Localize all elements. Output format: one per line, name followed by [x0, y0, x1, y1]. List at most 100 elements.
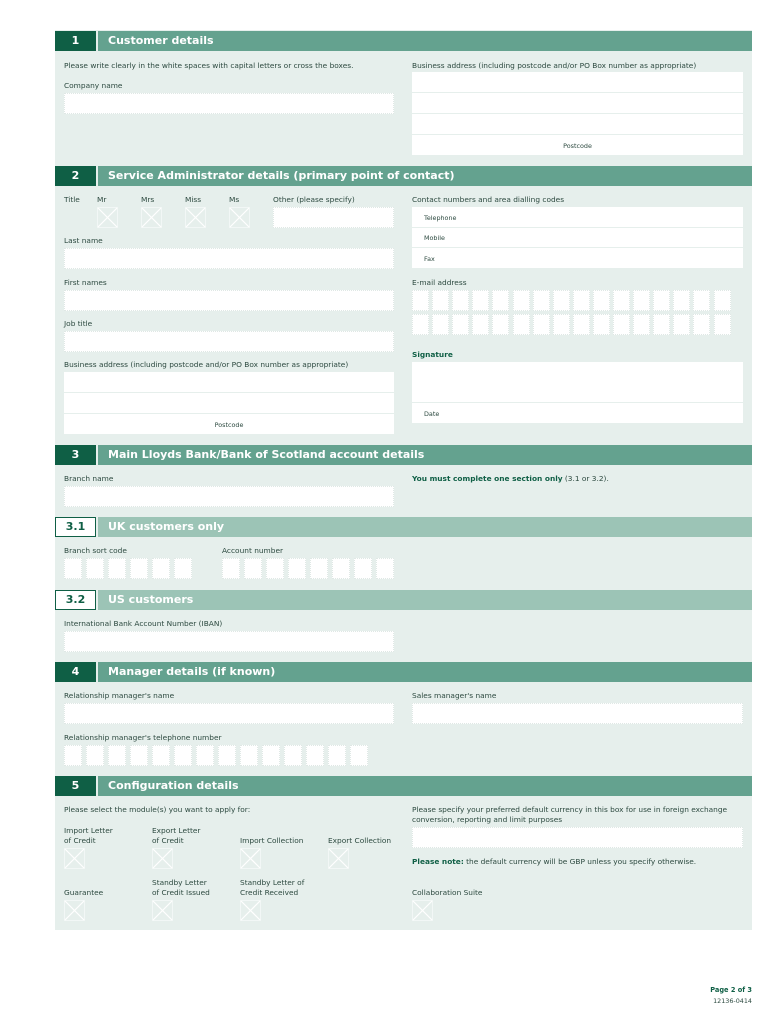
module-checkbox-3[interactable] — [328, 848, 349, 869]
telephone-input[interactable]: Telephone — [412, 207, 743, 228]
email-char-box[interactable] — [673, 314, 691, 335]
title-label: Title — [64, 195, 80, 204]
rm-phone-box[interactable] — [218, 745, 236, 766]
email-char-box[interactable] — [432, 290, 450, 311]
email-char-box[interactable] — [452, 314, 470, 335]
module-checkbox-2[interactable] — [240, 848, 261, 869]
module-checkbox-1[interactable] — [152, 848, 173, 869]
rm-phone-box[interactable] — [130, 745, 148, 766]
module-checkbox-6[interactable] — [240, 900, 261, 921]
account-number-box[interactable] — [288, 558, 306, 579]
last-name-input[interactable] — [64, 248, 394, 269]
email-char-box[interactable] — [713, 290, 731, 311]
email-char-box[interactable] — [452, 290, 470, 311]
module-checkbox-4[interactable] — [64, 900, 85, 921]
email-char-box[interactable] — [613, 314, 630, 335]
sales-manager-input[interactable] — [412, 703, 743, 724]
company-name-input[interactable] — [64, 93, 394, 114]
email-char-box[interactable] — [693, 290, 711, 311]
account-number-box[interactable] — [332, 558, 350, 579]
job-title-input[interactable] — [64, 331, 394, 352]
email-char-box[interactable] — [472, 314, 490, 335]
email-char-box[interactable] — [512, 290, 530, 311]
email-char-box[interactable] — [653, 290, 671, 311]
rm-phone-box[interactable] — [174, 745, 192, 766]
title-option-label: Mr — [97, 195, 107, 204]
sort-code-box[interactable] — [108, 558, 126, 579]
module-label-line2: of Credit — [152, 836, 184, 845]
rm-phone-box[interactable] — [240, 745, 258, 766]
rm-name-input[interactable] — [64, 703, 394, 724]
email-char-box[interactable] — [613, 290, 630, 311]
default-currency-input[interactable] — [412, 827, 743, 848]
rm-phone-box[interactable] — [306, 745, 324, 766]
rm-phone-box[interactable] — [64, 745, 82, 766]
admin-postcode-input[interactable]: Postcode — [64, 414, 394, 435]
account-number-box[interactable] — [244, 558, 262, 579]
account-number-box[interactable] — [376, 558, 394, 579]
rm-phone-box[interactable] — [86, 745, 104, 766]
account-number-box[interactable] — [266, 558, 284, 579]
module-checkbox-5[interactable] — [152, 900, 173, 921]
sort-code-box[interactable] — [64, 558, 82, 579]
fax-input[interactable]: Fax — [412, 248, 743, 269]
sort-code-box[interactable] — [174, 558, 192, 579]
iban-input[interactable] — [64, 631, 394, 652]
sort-code-box[interactable] — [86, 558, 104, 579]
first-names-input[interactable] — [64, 290, 394, 311]
mobile-input[interactable]: Mobile — [412, 228, 743, 248]
email-char-box[interactable] — [713, 314, 731, 335]
rm-phone-box[interactable] — [284, 745, 302, 766]
email-char-box[interactable] — [412, 314, 429, 335]
branch-name-input[interactable] — [64, 486, 394, 507]
module-checkbox-0[interactable] — [64, 848, 85, 869]
signature-input[interactable] — [412, 362, 743, 403]
email-char-box[interactable] — [532, 290, 550, 311]
business-address-line[interactable] — [412, 72, 743, 93]
rm-phone-box[interactable] — [108, 745, 126, 766]
account-number-box[interactable] — [222, 558, 240, 579]
email-char-box[interactable] — [653, 314, 671, 335]
email-char-box[interactable] — [673, 290, 691, 311]
checkbox-cross-icon — [64, 848, 85, 869]
rm-phone-box[interactable] — [152, 745, 170, 766]
email-char-box[interactable] — [492, 290, 510, 311]
rm-phone-box[interactable] — [350, 745, 368, 766]
email-char-box[interactable] — [492, 314, 510, 335]
module-label-line1: Export Letter — [152, 826, 201, 835]
business-address-line[interactable] — [412, 114, 743, 135]
module-checkbox-7[interactable] — [412, 900, 433, 921]
account-number-box[interactable] — [310, 558, 328, 579]
title-checkbox-0[interactable] — [97, 207, 118, 228]
email-char-box[interactable] — [512, 314, 530, 335]
email-char-box[interactable] — [432, 314, 450, 335]
rm-phone-box[interactable] — [262, 745, 280, 766]
date-input[interactable]: Date — [412, 403, 743, 424]
email-char-box[interactable] — [572, 314, 590, 335]
title-checkbox-3[interactable] — [229, 207, 250, 228]
email-char-box[interactable] — [412, 290, 429, 311]
admin-address-line[interactable] — [64, 372, 394, 393]
rm-phone-box[interactable] — [196, 745, 214, 766]
sales-manager-label: Sales manager's name — [412, 691, 497, 700]
postcode-input[interactable]: Postcode — [412, 135, 743, 156]
email-char-box[interactable] — [633, 290, 651, 311]
email-char-box[interactable] — [552, 290, 570, 311]
title-checkbox-1[interactable] — [141, 207, 162, 228]
email-char-box[interactable] — [592, 290, 610, 311]
email-char-box[interactable] — [572, 290, 590, 311]
business-address-line[interactable] — [412, 93, 743, 114]
account-number-box[interactable] — [354, 558, 372, 579]
title-checkbox-2[interactable] — [185, 207, 206, 228]
email-char-box[interactable] — [552, 314, 570, 335]
sort-code-box[interactable] — [130, 558, 148, 579]
email-char-box[interactable] — [693, 314, 711, 335]
email-char-box[interactable] — [532, 314, 550, 335]
email-char-box[interactable] — [592, 314, 610, 335]
other-title-input[interactable] — [273, 207, 394, 228]
rm-phone-box[interactable] — [328, 745, 346, 766]
sort-code-box[interactable] — [152, 558, 170, 579]
email-char-box[interactable] — [633, 314, 651, 335]
admin-address-line[interactable] — [64, 393, 394, 414]
email-char-box[interactable] — [472, 290, 490, 311]
